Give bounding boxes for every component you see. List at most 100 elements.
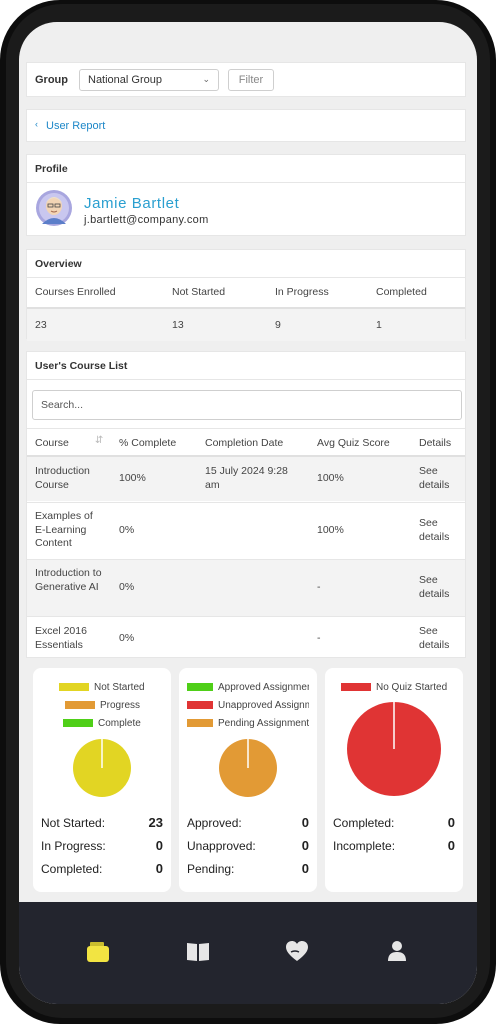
column-header-completion-date[interactable]: Completion Date <box>205 437 284 449</box>
search-placeholder: Search... <box>41 399 84 411</box>
table-row: Introduction to Generative AI 0% - See d… <box>27 559 465 616</box>
assignment-status-card: Approved Assignments Unapproved Assignme… <box>179 668 317 892</box>
stat-label: Pending: <box>187 862 235 876</box>
legend-swatch <box>187 701 213 710</box>
course-completion-date: 15 July 2024 9:28 am <box>205 465 288 491</box>
overview-value-enrolled: 23 <box>35 319 47 331</box>
column-header-course[interactable]: Course <box>35 437 69 449</box>
divider <box>27 182 465 183</box>
legend-swatch <box>65 701 95 710</box>
legend-item: Complete <box>63 718 141 729</box>
course-list-section-title: User's Course List <box>35 360 128 372</box>
filter-bar: Group National Group ⌄ Filter <box>26 62 466 97</box>
overview-header-completed: Completed <box>376 286 427 298</box>
overview-values-row: 23 13 9 1 <box>27 307 465 341</box>
pie-chart <box>347 702 441 796</box>
user-icon[interactable] <box>384 938 410 964</box>
bottom-nav <box>19 902 477 1004</box>
stat-value: 0 <box>155 838 163 853</box>
courses-icon-back <box>90 942 104 947</box>
sort-icon[interactable]: ⇵ <box>95 435 104 446</box>
course-quiz-score: 100% <box>317 472 344 484</box>
stat-value: 0 <box>447 838 455 853</box>
course-complete: 0% <box>119 581 135 593</box>
course-list-card: User's Course List Search... Course ⇵ % … <box>26 351 466 658</box>
heart-hand-icon[interactable] <box>284 938 310 964</box>
legend-item: Unapproved Assignments <box>187 700 309 711</box>
legend-swatch <box>59 683 89 692</box>
course-status-card: Not Started Progress Complete Not Starte… <box>33 668 171 892</box>
profile-section-title: Profile <box>35 163 68 175</box>
course-quiz-score: - <box>317 581 321 593</box>
see-details-link[interactable]: See details <box>419 574 450 600</box>
column-header-complete[interactable]: % Complete <box>119 437 177 449</box>
overview-value-completed: 1 <box>376 319 382 331</box>
group-label: Group <box>35 74 68 86</box>
profile-email: j.bartlett@company.com <box>84 214 209 226</box>
stat-value: 23 <box>148 815 163 830</box>
course-table-header: Course ⇵ % Complete Completion Date Avg … <box>27 428 465 457</box>
group-select[interactable]: National Group ⌄ <box>79 69 219 91</box>
courses-icon-front <box>87 946 109 962</box>
column-header-quiz-score[interactable]: Avg Quiz Score <box>317 437 390 449</box>
divider <box>27 277 465 278</box>
courses-icon[interactable] <box>85 938 111 964</box>
course-link[interactable]: Excel 2016 Essentials <box>35 625 87 651</box>
legend-swatch <box>63 719 93 728</box>
stat-label: Incomplete: <box>333 839 396 853</box>
legend-item: Approved Assignments <box>187 682 309 693</box>
app-screen: Group National Group ⌄ Filter ‹ User Rep… <box>19 22 477 1004</box>
course-link[interactable]: Introduction to Generative AI <box>35 567 102 593</box>
stat-value: 0 <box>155 861 163 876</box>
see-details-link[interactable]: See details <box>419 517 450 543</box>
stat-label: Unapproved: <box>187 839 256 853</box>
overview-value-not-started: 13 <box>172 319 184 331</box>
course-complete: 0% <box>119 632 135 644</box>
chevron-left-icon[interactable]: ‹ <box>35 119 38 129</box>
column-header-details[interactable]: Details <box>419 437 452 449</box>
legend-item: Pending Assignments <box>187 718 309 729</box>
legend-item: Not Started <box>59 682 145 693</box>
pie-chart <box>73 739 131 797</box>
legend-item: Progress <box>65 700 140 711</box>
stat-label: In Progress: <box>41 839 106 853</box>
overview-value-in-progress: 9 <box>275 319 281 331</box>
search-input[interactable]: Search... <box>32 390 462 420</box>
overview-header-enrolled: Courses Enrolled <box>35 286 116 298</box>
legend-swatch <box>187 719 213 728</box>
profile-name: Jamie Bartlet <box>84 195 180 212</box>
see-details-link[interactable]: See details <box>419 465 450 491</box>
chevron-down-icon: ⌄ <box>202 74 210 84</box>
course-complete: 0% <box>119 524 135 536</box>
avatar <box>36 190 72 226</box>
course-complete: 100% <box>119 472 146 484</box>
see-details-link[interactable]: See details <box>419 625 450 651</box>
filter-button[interactable]: Filter <box>228 69 274 91</box>
divider <box>27 379 465 380</box>
book-icon[interactable] <box>185 938 211 964</box>
course-quiz-score: - <box>317 632 321 644</box>
course-link[interactable]: Examples of E-Learning Content <box>35 510 93 549</box>
stat-label: Completed: <box>41 862 103 876</box>
stat-label: Completed: <box>333 816 395 830</box>
table-row: Introduction Course 100% 15 July 2024 9:… <box>27 457 465 501</box>
overview-header-not-started: Not Started <box>172 286 226 298</box>
pie-chart <box>219 739 277 797</box>
stat-label: Not Started: <box>41 816 106 830</box>
legend-swatch <box>341 683 371 692</box>
legend-item: No Quiz Started <box>341 682 447 693</box>
breadcrumb: ‹ User Report <box>26 109 466 142</box>
course-link[interactable]: Introduction Course <box>35 465 90 491</box>
stat-value: 0 <box>301 838 309 853</box>
stat-value: 0 <box>301 815 309 830</box>
table-row: Examples of E-Learning Content 0% 100% S… <box>27 502 465 559</box>
table-row: Excel 2016 Essentials 0% - See details <box>27 616 465 659</box>
overview-card: Overview Courses Enrolled Not Started In… <box>26 249 466 341</box>
stat-value: 0 <box>447 815 455 830</box>
user-report-link[interactable]: User Report <box>46 120 106 132</box>
quiz-status-card: No Quiz Started Completed: 0 Incomplete:… <box>325 668 463 892</box>
group-select-value: National Group <box>88 74 162 86</box>
course-quiz-score: 100% <box>317 524 344 536</box>
overview-header-in-progress: In Progress <box>275 286 329 298</box>
